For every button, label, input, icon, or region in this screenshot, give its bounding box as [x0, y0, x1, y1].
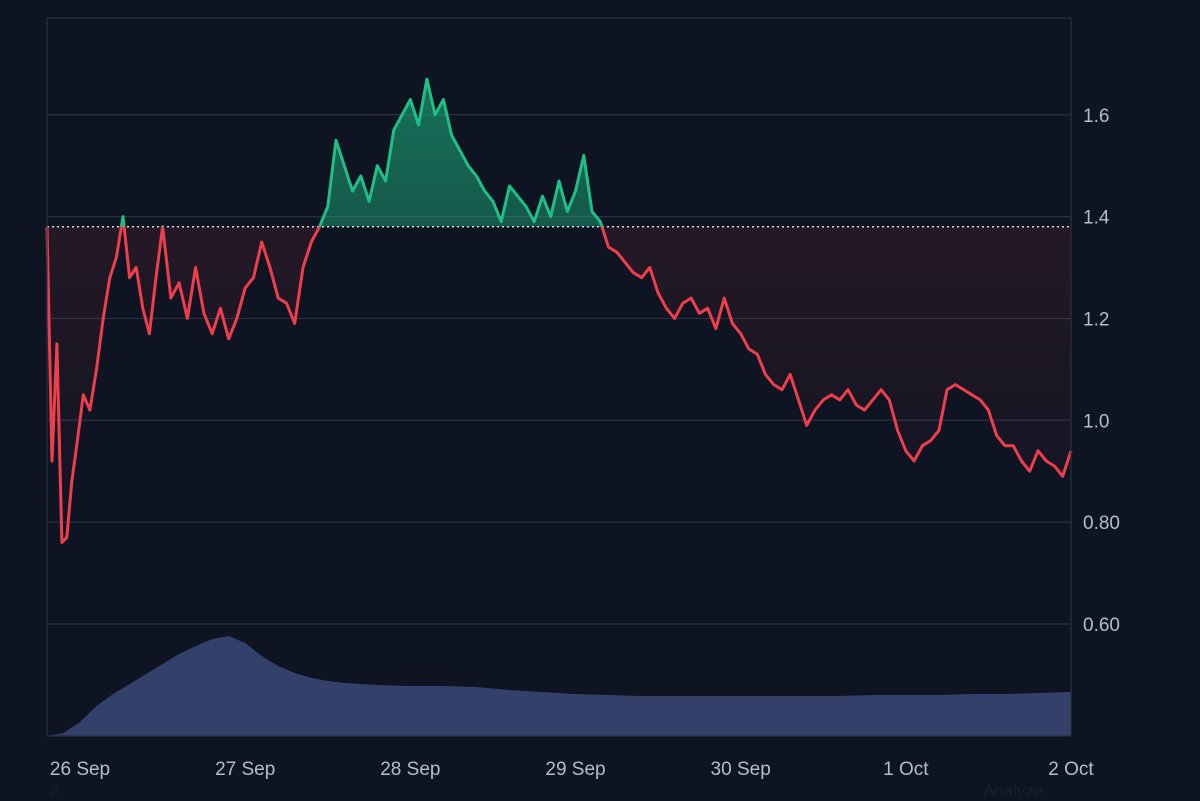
x-tick-label: 26 Sep — [50, 759, 110, 780]
x-tick-label: 27 Sep — [215, 759, 275, 780]
y-tick-label: 1.0 — [1083, 411, 1109, 432]
y-axis-ticks: 0.60 0.80 1.0 1.2 1.4 1.6 — [1083, 106, 1120, 636]
stray-label-left: 2 — [49, 781, 59, 800]
area-fill-below-baseline — [47, 226, 1071, 543]
price-line-above-baseline — [47, 77, 604, 227]
plot-frame — [46, 17, 1072, 737]
analyze-label[interactable]: Analyze — [983, 781, 1044, 800]
x-tick-label: 1 Oct — [883, 759, 929, 780]
x-tick-label: 28 Sep — [380, 759, 440, 780]
x-tick-label: 29 Sep — [545, 759, 605, 780]
y-tick-label: 1.6 — [1083, 106, 1109, 127]
y-tick-label: 0.60 — [1083, 615, 1120, 636]
y-tick-label: 0.80 — [1083, 513, 1120, 534]
y-tick-label: 1.2 — [1083, 309, 1109, 330]
y-tick-label: 1.4 — [1083, 208, 1110, 229]
price-line-below-baseline — [45, 226, 1073, 544]
volume-area — [47, 636, 1071, 736]
x-tick-label: 30 Sep — [711, 759, 771, 780]
x-axis-ticks: 26 Sep 27 Sep 28 Sep 29 Sep 30 Sep 1 Oct 2 Oct — [50, 759, 1095, 780]
area-fill-above-baseline — [121, 79, 602, 227]
x-tick-label: 2 Oct — [1048, 759, 1094, 780]
